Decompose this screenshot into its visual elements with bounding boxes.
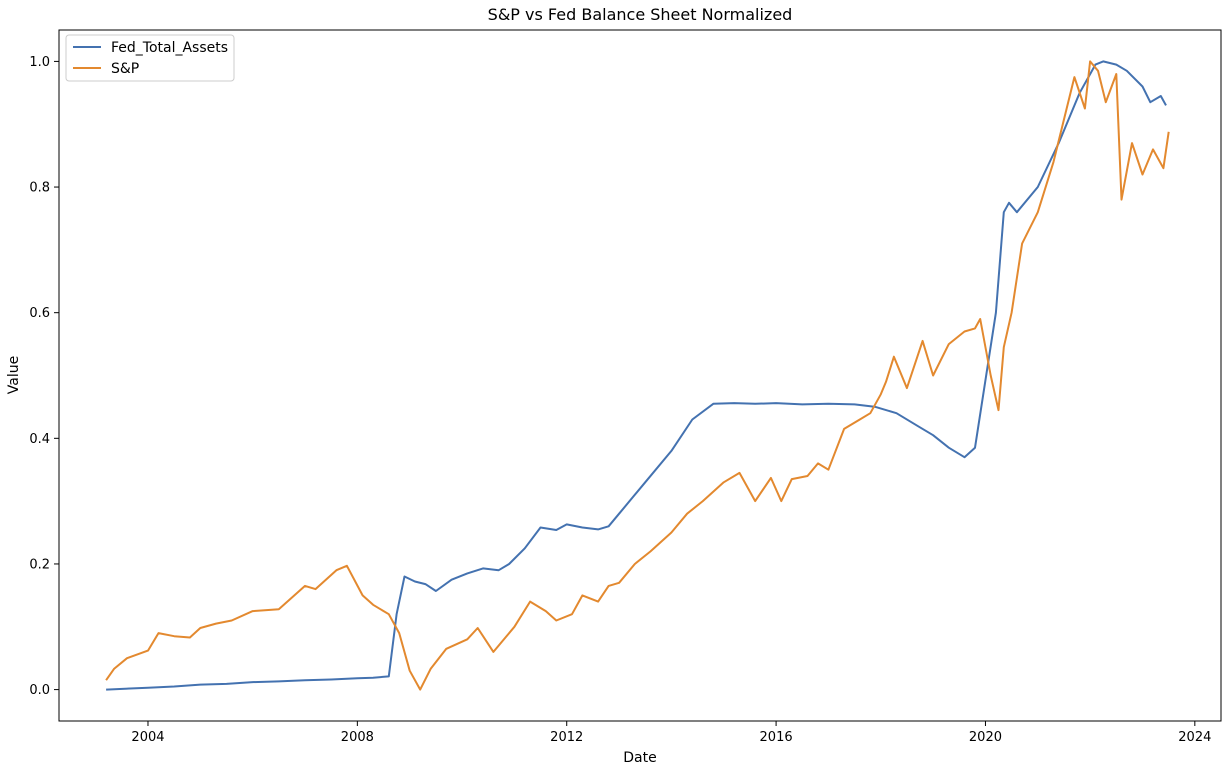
y-tick-label: 1.0 — [29, 55, 50, 70]
x-tick-label: 2004 — [131, 730, 164, 745]
x-tick-label: 2024 — [1178, 730, 1211, 745]
y-tick-label: 0.8 — [29, 181, 50, 196]
legend: Fed_Total_Assets S&P — [65, 34, 235, 82]
y-tick-label: 0.4 — [29, 432, 50, 447]
y-tick-label: 0.6 — [29, 306, 50, 321]
legend-box — [65, 34, 235, 82]
x-axis-ticks: 2004 2008 2012 2016 2020 2024 — [131, 721, 1211, 745]
series-line-s-p — [105, 60, 1170, 691]
y-tick-label: 0.0 — [29, 683, 50, 698]
legend-label-sp: S&P — [111, 61, 139, 77]
y-tick-label: 0.2 — [29, 557, 50, 572]
x-tick-label: 2012 — [550, 730, 583, 745]
chart-title: S&P vs Fed Balance Sheet Normalized — [488, 5, 793, 24]
legend-label-fed-total-assets: Fed_Total_Assets — [111, 40, 228, 56]
plot-area: 2004 2008 2012 2016 2020 2024 0.0 0.2 0.4 0.6 0.8… — [29, 29, 1222, 745]
series-layer — [105, 60, 1170, 691]
x-tick-label: 2020 — [969, 730, 1002, 745]
axes-frame — [58, 29, 1222, 722]
y-axis-label: Value — [6, 356, 22, 394]
x-tick-label: 2016 — [760, 730, 793, 745]
x-tick-label: 2008 — [341, 730, 374, 745]
y-axis-ticks: 0.0 0.2 0.4 0.6 0.8 1.0 — [29, 55, 59, 698]
x-axis-label: Date — [623, 750, 656, 766]
series-line-fed-total-assets — [106, 60, 1167, 691]
